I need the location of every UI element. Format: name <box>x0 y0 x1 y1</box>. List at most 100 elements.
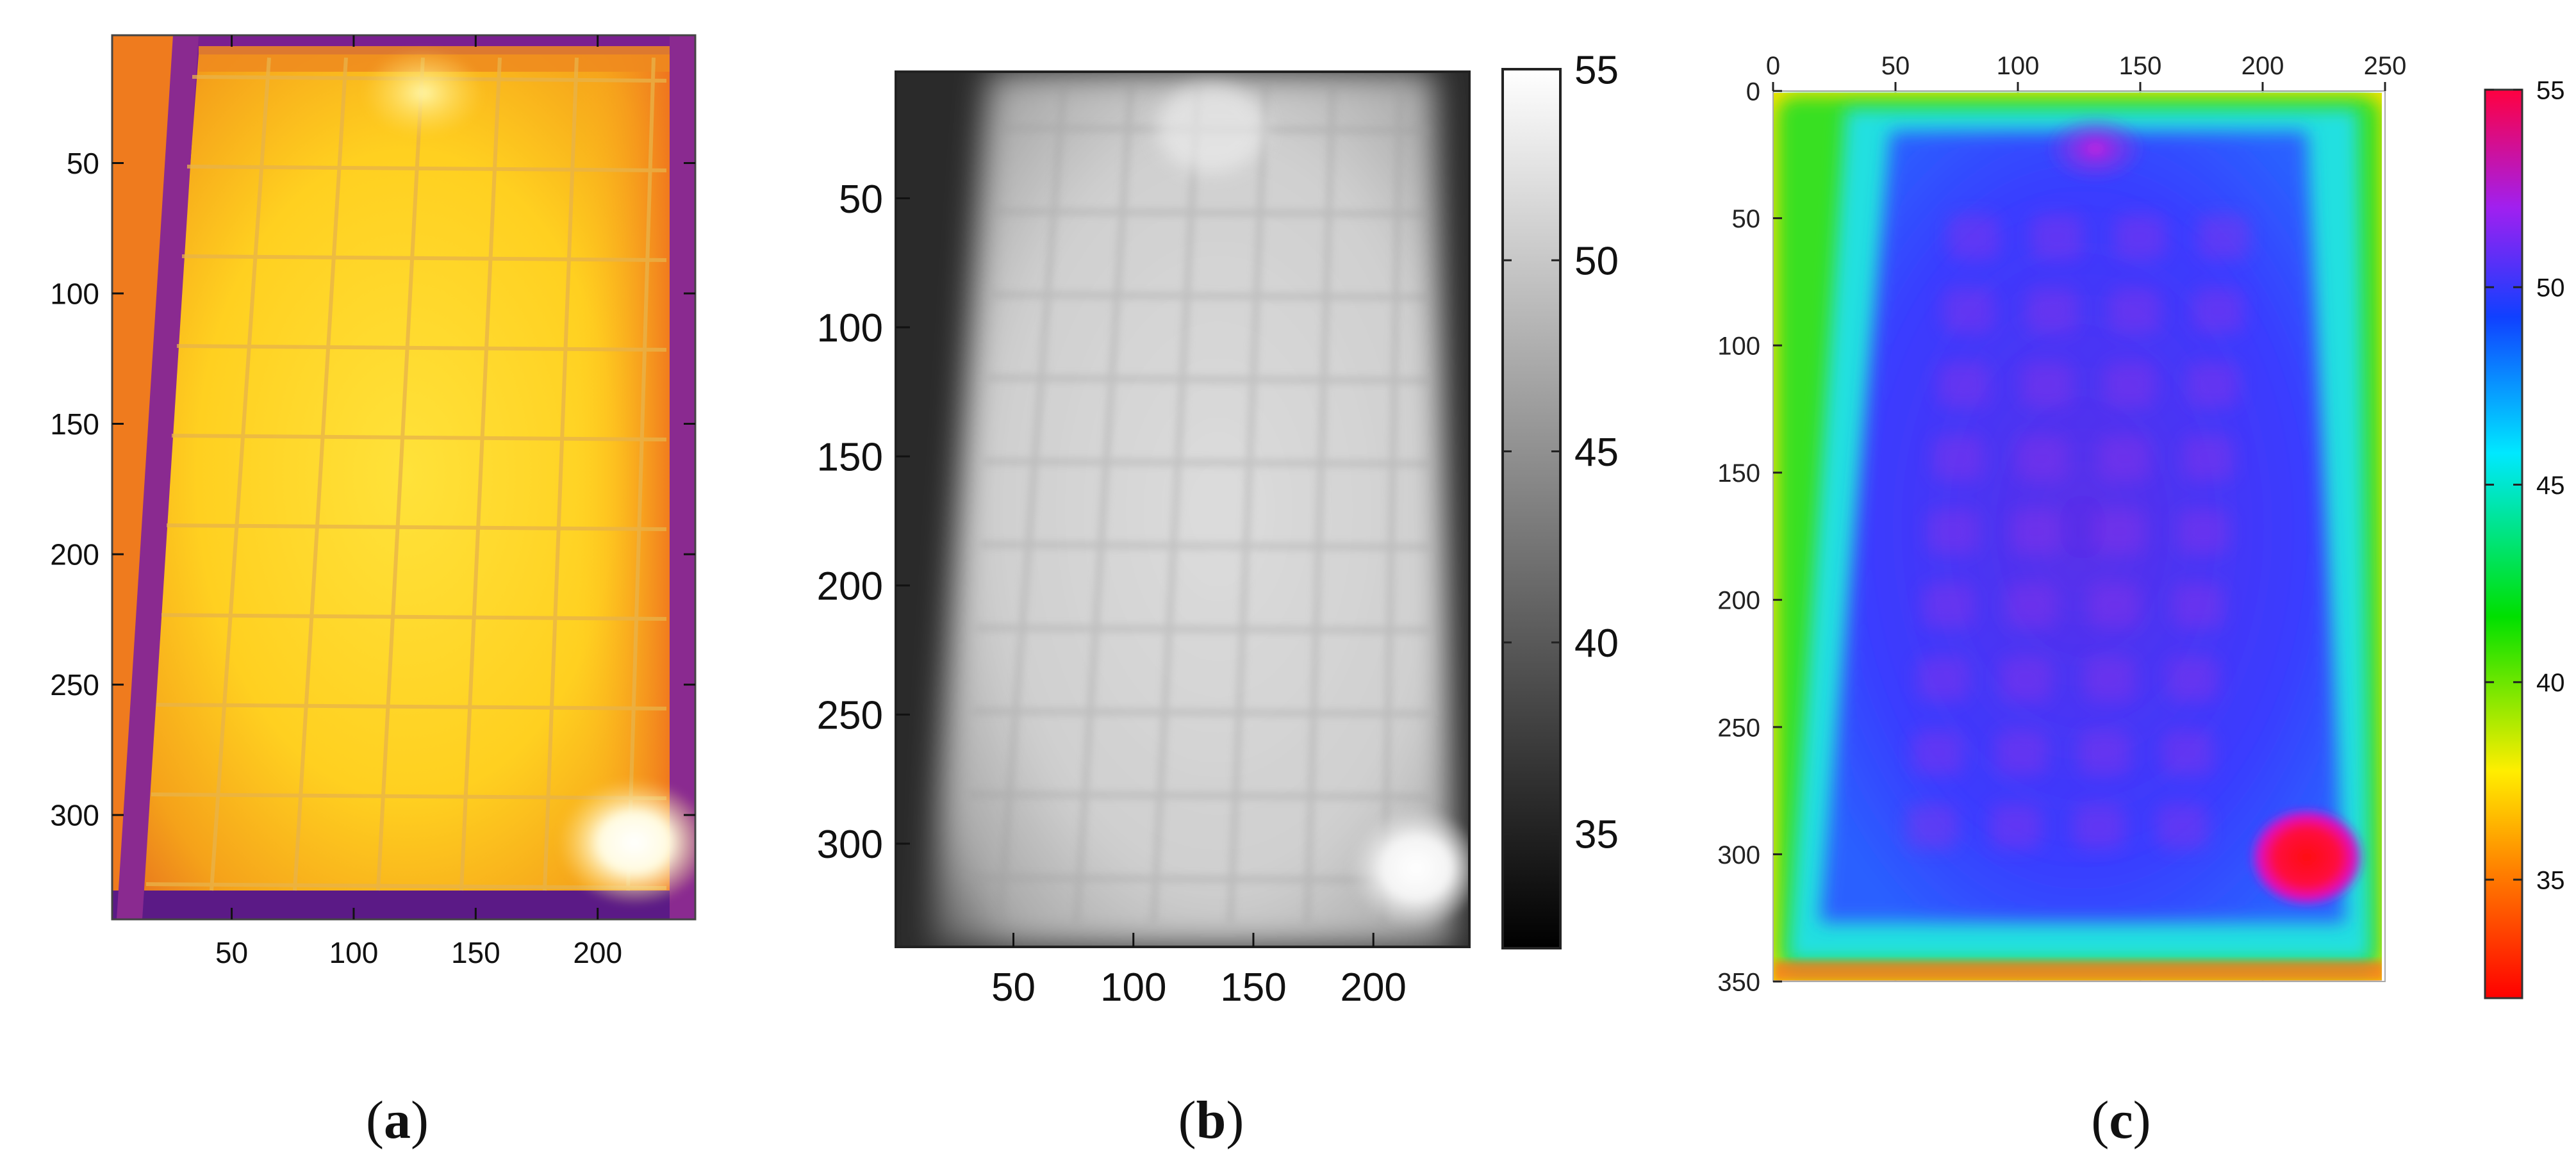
panel-c-cell <box>2026 288 2077 333</box>
panel-a-y-tick-label: 100 <box>50 277 99 311</box>
panel-b-colorbar-tick-label: 55 <box>1574 48 1619 92</box>
panel-c-y-tick-label: 250 <box>1717 714 1760 742</box>
panel-a-cell-line <box>543 57 579 891</box>
panel-a-cell-line <box>459 57 502 891</box>
panel-a-cell-line <box>176 344 667 352</box>
panel-c-colorbar <box>2484 88 2523 999</box>
panel-a-cell-line <box>171 434 667 441</box>
panel-a-x-tick-label: 50 <box>215 936 248 969</box>
panel-a-x-tick-label: 200 <box>573 936 622 969</box>
panel-a-x-tick-label: 100 <box>329 936 379 969</box>
panel-b-cell-line <box>980 541 1430 550</box>
panel-c-x-tick-label: 100 <box>1997 52 2040 80</box>
panel-b-cell-line <box>1150 83 1201 923</box>
panel-b-cell-line <box>987 375 1430 384</box>
panel-a-cell-line <box>156 703 667 710</box>
panel-a-cell-line <box>186 165 667 172</box>
panel-c-cell <box>2006 583 2057 628</box>
panel-b-cell-line <box>1381 83 1403 923</box>
panel-c-cell <box>1917 657 1969 702</box>
panel-a-cell-line <box>161 613 667 621</box>
panel-a-y-tick-label: 50 <box>67 147 99 180</box>
panel-a-y-tick-label: 250 <box>50 668 99 702</box>
panel-a-cell-line <box>293 57 348 891</box>
panel-b-cell-line <box>995 208 1430 217</box>
panel-c-cell <box>2031 215 2083 259</box>
panel-c-y-tick-label: 300 <box>1717 841 1760 869</box>
panel-b-y-tick-label: 50 <box>839 177 883 222</box>
panel-c-cell <box>2104 362 2156 407</box>
panel-c-colorbar-tick-label: 50 <box>2536 274 2565 302</box>
panel-c-y-tick-label: 150 <box>1717 459 1760 488</box>
caption-b: (b) <box>1178 1090 1244 1150</box>
panel-c-cell <box>1922 583 1974 628</box>
panel-c-colorbar-tick-label: 45 <box>2536 472 2565 500</box>
panel-b-x-tick-label: 200 <box>1340 965 1406 1010</box>
panel-c-cell <box>1912 730 1963 775</box>
panel-b-colorbar <box>1501 68 1562 949</box>
panel-b-y-tick-label: 150 <box>817 436 883 480</box>
panel-c-cell <box>1938 362 1989 407</box>
panel-b-cell-line <box>976 625 1430 634</box>
panel-c-colorbar-tick-label: 55 <box>2536 76 2565 104</box>
panel-c-cell <box>2162 730 2213 775</box>
panel-a-cell-line <box>626 57 656 891</box>
panel-a-cell-line <box>376 57 425 891</box>
panel-c-y-tick-label: 100 <box>1717 333 1760 361</box>
panel-c-cell <box>1995 730 2047 775</box>
panel-c-cell <box>2110 288 2161 333</box>
panel-c-cell <box>2167 657 2218 702</box>
panel-b-cell-line <box>1073 83 1134 923</box>
panel-a-y-tick-label: 200 <box>50 538 99 571</box>
panel-c-y-tick-label: 200 <box>1717 587 1760 615</box>
panel-c-cell <box>2089 583 2140 628</box>
panel-c-cell <box>2198 215 2249 259</box>
panel-c-cell <box>2084 657 2135 702</box>
panel-a-y-tick-label: 300 <box>50 799 99 832</box>
panel-c-cell <box>2011 509 2062 554</box>
panel-c-x-tick-label: 150 <box>2119 52 2162 80</box>
panel-a-x-tick-label: 150 <box>451 936 500 969</box>
panel-c-cell <box>1907 804 1958 849</box>
panel-c-y-tick-label: 350 <box>1717 968 1760 996</box>
panel-c-heatmap: 0 50 100 150 200 250 0 50 100 150 200 250 300 350 35 40… <box>1717 52 2565 999</box>
panel-a-cell-line <box>210 57 271 891</box>
panel-a-cell-line <box>181 254 667 262</box>
panel-c-x-tick-label: 0 <box>1766 52 1780 80</box>
panel-c-cell <box>1933 436 1984 480</box>
panel-a-cell-line <box>166 523 667 531</box>
panel-c-x-tick-label: 250 <box>2364 52 2407 80</box>
panel-c-cell <box>2188 362 2239 407</box>
panel-c-colorbar-tick-label: 35 <box>2536 866 2565 894</box>
panel-b-x-tick-label: 50 <box>991 965 1036 1010</box>
panel-c-cell <box>1990 804 2042 849</box>
panel-b-colorbar-tick-label: 35 <box>1574 812 1619 857</box>
panel-b-cell-line <box>968 791 1430 800</box>
panel-b-cell-line <box>996 83 1067 923</box>
panel-b-cell-line <box>984 458 1430 467</box>
panel-c-y-tick-label: 0 <box>1746 78 1760 106</box>
panel-c-y-tick-label: 50 <box>1732 205 1761 233</box>
panel-b-colorbar-tick-label: 40 <box>1574 621 1619 666</box>
panel-b-cell-line <box>972 708 1430 717</box>
panel-b-cell-line <box>1304 83 1336 923</box>
panel-c-cell <box>1948 215 1999 259</box>
panel-c-cell <box>2193 288 2244 333</box>
panel-b-cell-line <box>1227 83 1269 923</box>
caption-c: (c) <box>2091 1090 2151 1150</box>
panel-c-cell <box>1943 288 1994 333</box>
panel-c-cell <box>2001 657 2052 702</box>
panel-b-y-tick-label: 300 <box>817 823 883 867</box>
panel-c-cell <box>2183 436 2234 480</box>
panel-c-cell <box>2021 362 2072 407</box>
panel-b-cell-line <box>991 292 1430 300</box>
panel-c-cell <box>2094 509 2145 554</box>
panel-b-y-tick-label: 100 <box>817 306 883 350</box>
panel-b-colorbar-tick-label: 45 <box>1574 431 1619 475</box>
panel-c-x-tick-label: 50 <box>1881 52 1910 80</box>
panel-b-y-tick-label: 250 <box>817 694 883 738</box>
panel-a-heatmap: 50 100 150 200 50 100 150 200 250 300 <box>50 34 697 969</box>
panel-b-x-tick-label: 150 <box>1220 965 1286 1010</box>
panel-c-cell <box>2099 436 2151 480</box>
